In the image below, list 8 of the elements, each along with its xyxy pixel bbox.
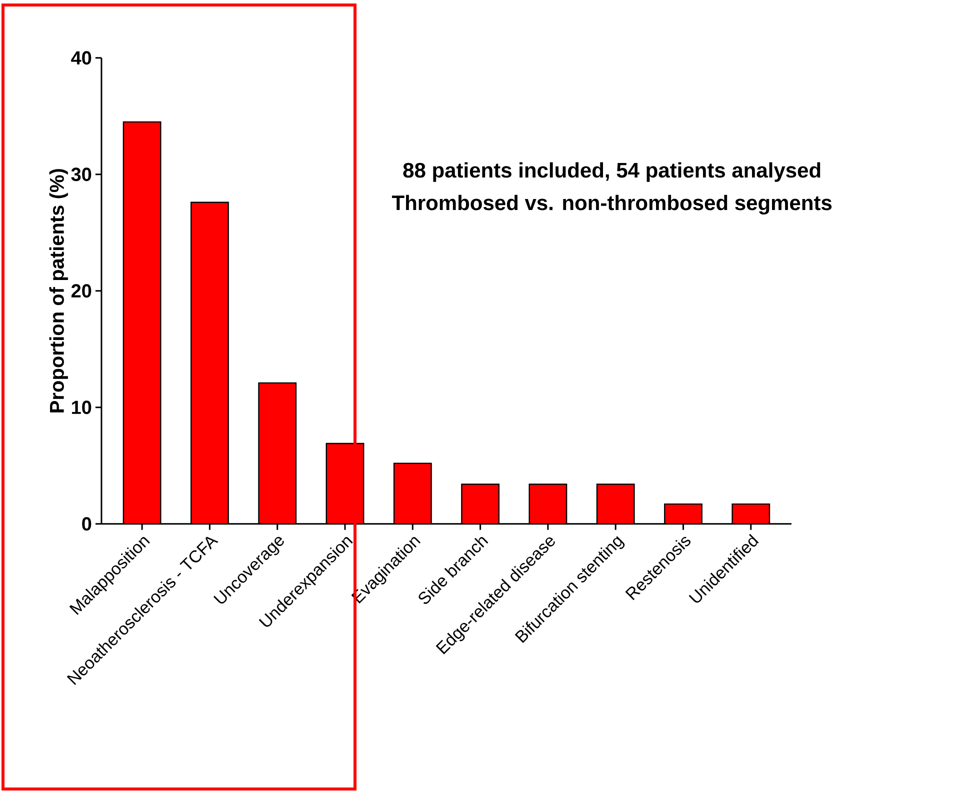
y-axis-title: Proportion of patients (%) xyxy=(49,169,68,412)
y-tick-label: 40 xyxy=(71,51,92,65)
y-tick-label: 20 xyxy=(71,284,92,298)
y-tick-label: 0 xyxy=(82,517,92,531)
text: 88 patients included, 54 patients analysed xyxy=(403,162,820,182)
text: Thrombosed vs. non-thrombosed segments xyxy=(392,194,832,215)
y-tick-label: 10 xyxy=(72,400,92,414)
y-tick-label: 30 xyxy=(71,168,92,182)
